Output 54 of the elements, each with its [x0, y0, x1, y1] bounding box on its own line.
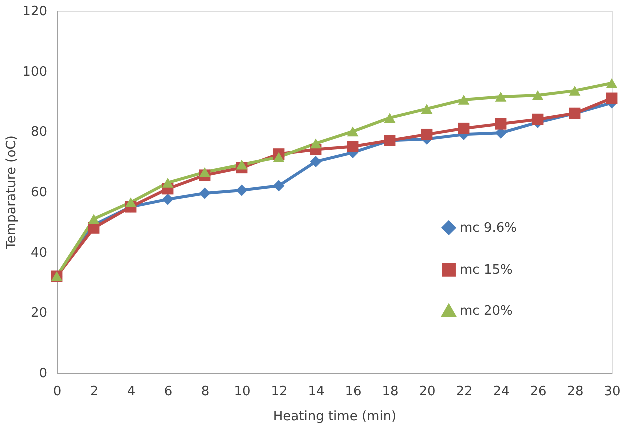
point: [495, 118, 507, 130]
x-tick-label: 12: [271, 384, 288, 400]
point: [310, 156, 322, 168]
point: [532, 114, 544, 126]
point: [236, 184, 248, 196]
x-tick-label: 14: [308, 384, 325, 400]
y-tick-label: 100: [22, 64, 48, 80]
x-tick-label: 4: [127, 384, 136, 400]
point: [421, 104, 433, 114]
x-tick-label: 6: [164, 384, 173, 400]
point: [88, 214, 100, 224]
x-tick-label: 16: [345, 384, 362, 400]
x-tick-label: 30: [604, 384, 621, 400]
point: [347, 141, 359, 152]
point: [569, 86, 581, 96]
point: [458, 122, 470, 134]
x-tick-label: 22: [456, 384, 473, 400]
y-tick-label: 120: [22, 4, 48, 20]
x-tick-label: 2: [90, 384, 99, 400]
x-tick-label: 18: [382, 384, 399, 400]
y-axis-title: Temparature (oC): [4, 136, 20, 250]
x-tick-label: 8: [201, 384, 210, 400]
x-tick-label: 28: [567, 384, 584, 400]
x-tick-label: 10: [234, 384, 251, 400]
x-axis-title: Heating time (min): [273, 410, 397, 424]
legend-label: mc 20%: [460, 304, 513, 319]
point: [236, 160, 248, 170]
x-tick-label: 24: [493, 384, 510, 400]
point: [384, 113, 396, 124]
point: [199, 167, 211, 178]
legend-label: mc 9.6%: [460, 220, 517, 236]
y-tick-label: 60: [30, 186, 48, 200]
y-tick-label: 80: [30, 125, 48, 140]
point: [310, 138, 322, 149]
point: [125, 198, 137, 208]
point: [199, 188, 211, 200]
point: [532, 90, 544, 100]
point: [606, 78, 618, 88]
y-tick-label: 0: [39, 366, 48, 382]
y-tick-label: 40: [30, 246, 48, 261]
point: [162, 194, 174, 206]
legend-label: mc 15%: [460, 262, 513, 278]
x-tick-label: 0: [53, 384, 62, 400]
y-tick-label: 20: [30, 306, 48, 322]
point: [273, 152, 285, 162]
point: [347, 126, 359, 137]
x-tick-label: 20: [419, 384, 436, 400]
point: [458, 95, 470, 105]
point: [273, 180, 285, 192]
point: [606, 92, 618, 104]
point: [162, 178, 174, 188]
point: [421, 128, 433, 140]
x-tick-label: 26: [530, 384, 547, 400]
point: [495, 92, 507, 102]
